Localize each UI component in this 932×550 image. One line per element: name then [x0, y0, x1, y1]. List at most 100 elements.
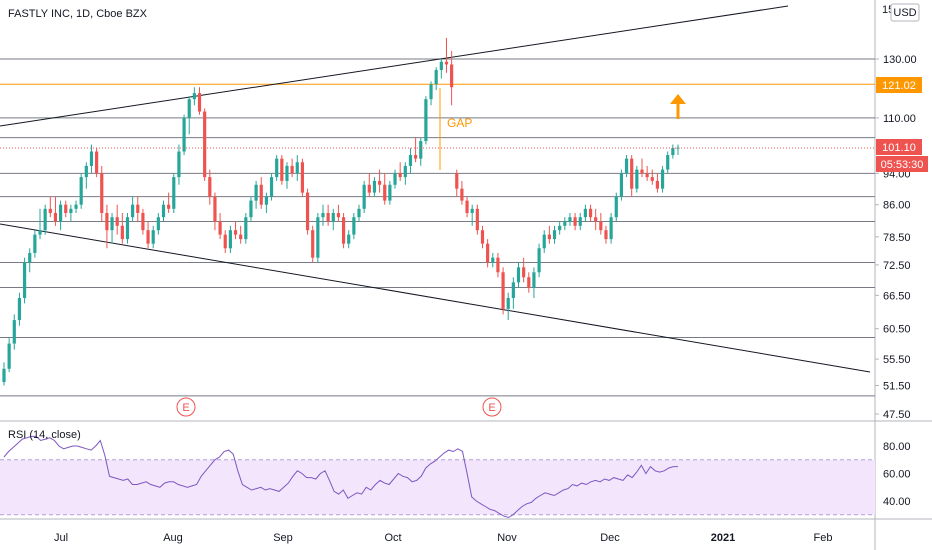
- candle: [604, 225, 608, 244]
- candle-body: [470, 208, 474, 213]
- candle: [2, 362, 6, 386]
- candle-body: [321, 212, 325, 218]
- candle: [110, 212, 114, 244]
- candle: [100, 165, 104, 222]
- candle-body: [537, 248, 541, 273]
- candle-body: [398, 173, 402, 178]
- candle-body: [522, 267, 526, 278]
- candle-body: [506, 298, 510, 309]
- candle-body: [53, 212, 58, 222]
- candle: [660, 165, 665, 193]
- rsi-line: [3, 435, 678, 519]
- candle-body: [439, 61, 443, 71]
- last-price-value: 101.10: [882, 142, 916, 154]
- currency-button[interactable]: USD: [890, 3, 920, 22]
- candle: [372, 177, 377, 197]
- candle: [275, 155, 279, 181]
- candle: [666, 151, 670, 174]
- candle-body: [542, 234, 546, 249]
- candle-body: [48, 208, 52, 213]
- candle: [136, 196, 140, 222]
- candle: [645, 165, 649, 181]
- candle-body: [552, 230, 557, 240]
- candle: [22, 257, 27, 304]
- candle-body: [74, 204, 78, 209]
- candle: [573, 212, 577, 231]
- candle-body: [254, 184, 258, 201]
- rsi-tick-label: 60.00: [883, 469, 911, 481]
- candle-body: [341, 217, 346, 244]
- candle: [254, 180, 258, 209]
- lower-trend-line[interactable]: [0, 223, 871, 373]
- candle: [362, 180, 366, 213]
- candle: [259, 177, 263, 209]
- candle: [542, 230, 546, 253]
- earnings-marker-aug[interactable]: E: [176, 397, 196, 417]
- candle-body: [475, 208, 479, 231]
- candle: [161, 200, 166, 222]
- candle-body: [563, 221, 567, 226]
- candle: [635, 165, 639, 193]
- candle-body: [100, 173, 104, 213]
- candle-body: [527, 277, 531, 288]
- candle-body: [275, 158, 279, 178]
- candle-body: [2, 368, 6, 383]
- candle: [115, 204, 119, 235]
- candle: [53, 196, 58, 226]
- currency-button-label: USD: [893, 7, 916, 19]
- candle: [650, 169, 654, 185]
- candle-body: [259, 184, 263, 205]
- price-tick-label: 72.50: [883, 260, 911, 272]
- candle: [182, 114, 186, 156]
- candle: [28, 248, 32, 273]
- candle-body: [305, 192, 310, 231]
- candle: [336, 204, 341, 222]
- candle: [408, 148, 413, 174]
- candle: [403, 162, 407, 185]
- candle-body: [233, 230, 238, 235]
- candle: [203, 108, 207, 181]
- candle: [377, 169, 382, 193]
- candle: [59, 200, 63, 231]
- candle-body: [635, 169, 639, 189]
- candle: [208, 169, 212, 205]
- candle-body: [444, 61, 449, 65]
- candle: [218, 212, 222, 240]
- candle-body: [264, 196, 268, 205]
- candle: [177, 144, 181, 185]
- candle-body: [450, 64, 454, 88]
- candle-body: [167, 204, 171, 209]
- price-axis[interactable]: 130.00110.0094.0086.0078.5072.5066.5060.…: [875, 54, 917, 421]
- symbol-title[interactable]: FASTLY INC, 1D, Cboe BZX: [8, 8, 148, 20]
- candle-body: [357, 208, 361, 218]
- gap-label: GAP: [447, 116, 472, 130]
- candle-body: [43, 208, 47, 231]
- candle: [609, 212, 613, 244]
- horizontal-levels: [0, 58, 875, 397]
- earnings-marker-nov[interactable]: E: [482, 397, 502, 417]
- candle-body: [269, 177, 274, 197]
- candle-body: [218, 221, 222, 235]
- candle-body: [244, 217, 248, 240]
- candle: [501, 267, 505, 315]
- candle-body: [125, 217, 130, 240]
- candle: [506, 292, 510, 321]
- candle-body: [383, 184, 387, 201]
- candle-body: [300, 162, 305, 193]
- candle: [357, 204, 361, 222]
- candle: [558, 221, 562, 235]
- rsi-pane[interactable]: [0, 435, 875, 519]
- candle-body: [408, 155, 413, 166]
- candle-body: [239, 234, 243, 240]
- earnings-marker-label: E: [488, 402, 495, 414]
- candle-body: [609, 217, 613, 240]
- candle: [156, 212, 160, 235]
- candle-body: [645, 173, 649, 178]
- candle: [12, 314, 16, 350]
- time-axis[interactable]: Jul Aug Sep Oct Nov Dec 2021 Feb: [54, 532, 833, 544]
- candle-body: [151, 230, 155, 244]
- upper-trend-line[interactable]: [0, 5, 789, 127]
- candle-body: [480, 230, 485, 244]
- resistance-price-value: 121.02: [882, 80, 916, 92]
